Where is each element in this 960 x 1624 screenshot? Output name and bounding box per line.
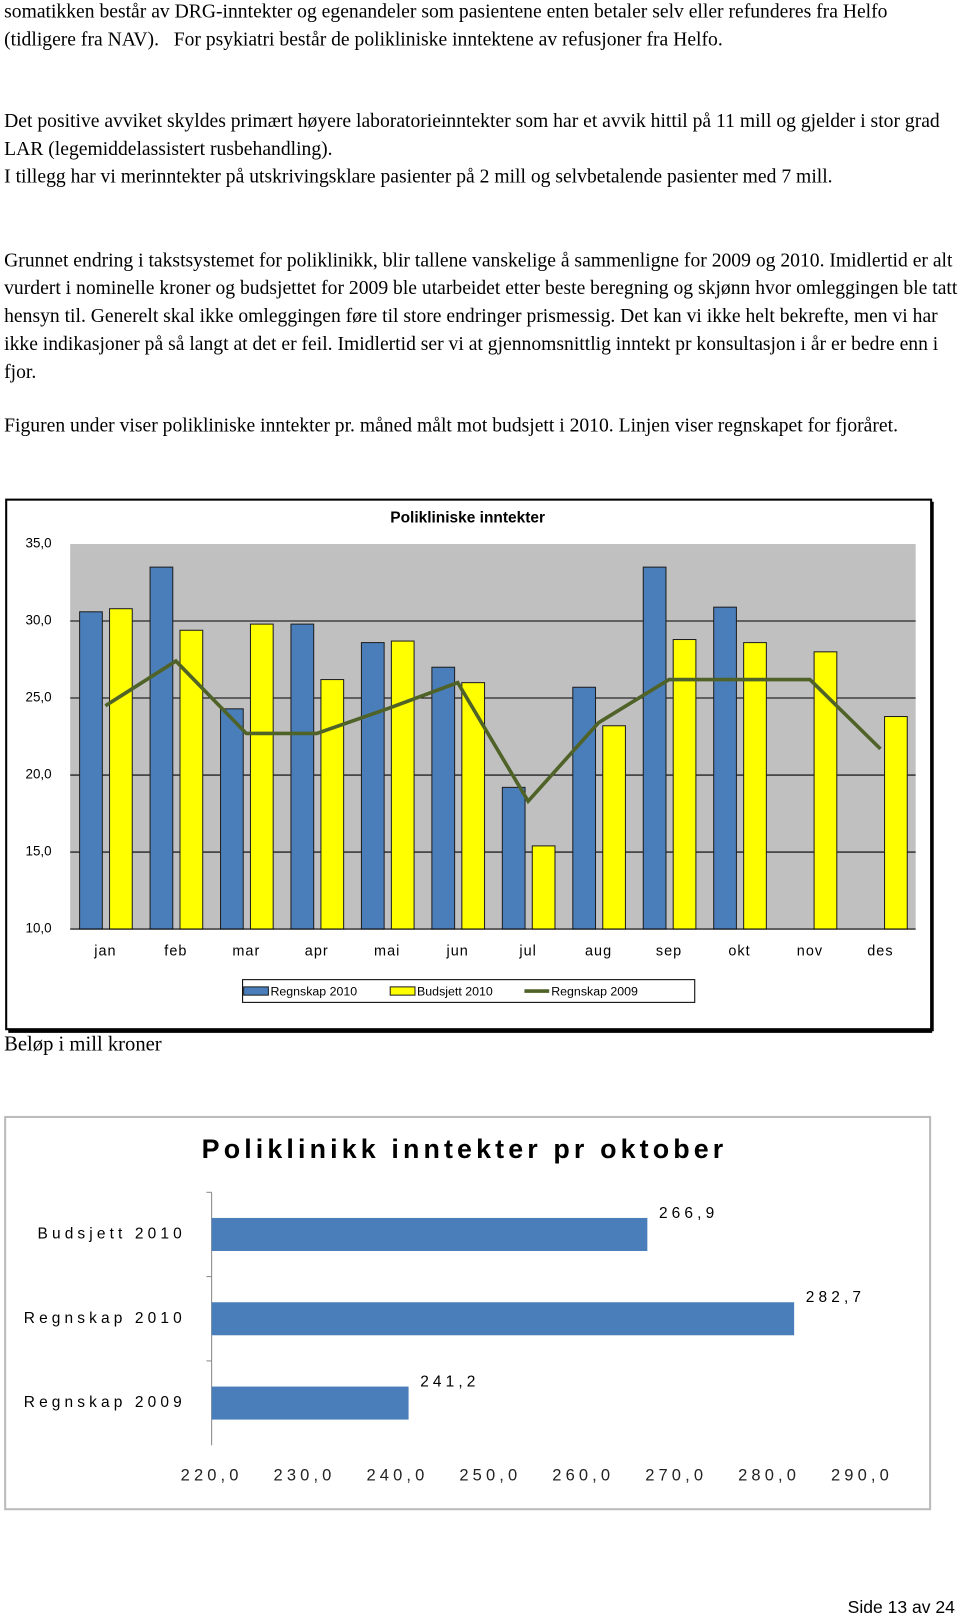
bar	[431, 666, 456, 930]
bar	[249, 623, 274, 930]
bar	[79, 611, 103, 930]
y-tick-label: Regnskap 2010	[24, 1310, 186, 1327]
bar	[642, 566, 667, 930]
legend-label: Regnskap 2009	[551, 984, 638, 998]
x-tick-label: mar	[232, 944, 260, 960]
legend	[242, 979, 696, 1003]
value-label: 266,9	[659, 1205, 718, 1222]
plot-area	[70, 544, 916, 930]
y-tick-label: Regnskap 2009	[24, 1394, 186, 1411]
x-tick-label: 240,0	[366, 1467, 428, 1485]
bar	[211, 1217, 648, 1251]
y-tick-label: 30,0	[26, 613, 52, 628]
legend-label: Budsjett 2010	[417, 984, 493, 998]
bar	[211, 1386, 409, 1420]
y-tick-label: 25,0	[26, 690, 52, 705]
value-label: 282,7	[806, 1289, 865, 1306]
bar	[531, 845, 556, 930]
x-tick-label: 280,0	[738, 1467, 800, 1485]
legend-swatch	[243, 986, 269, 996]
x-tick-label: jan	[93, 944, 116, 960]
x-tick-label: aug	[585, 944, 612, 960]
x-tick-label: mai	[374, 944, 400, 960]
bar	[884, 716, 908, 930]
bar	[320, 679, 345, 930]
bar	[149, 566, 174, 930]
x-tick-label: jul	[518, 944, 537, 960]
x-tick-label: jun	[446, 944, 469, 960]
bar	[572, 686, 597, 930]
bar	[713, 606, 737, 930]
x-tick-label: 270,0	[645, 1467, 707, 1485]
bar	[220, 708, 244, 930]
y-tick-label: 15,0	[26, 844, 52, 859]
bar	[501, 786, 526, 930]
caption: Beløp i mill kroner	[4, 1033, 162, 1055]
x-tick-label: 290,0	[831, 1467, 893, 1485]
x-tick-label: apr	[305, 944, 329, 960]
y-tick-label: 20,0	[26, 767, 52, 782]
x-tick-label: feb	[164, 944, 187, 960]
bar	[211, 1302, 795, 1336]
y-tick-label: 10,0	[26, 921, 52, 936]
bar	[360, 642, 385, 930]
x-tick-label: nov	[797, 944, 823, 960]
x-tick-label: 220,0	[181, 1467, 243, 1485]
page-footer: Side 13 av 24	[848, 1597, 955, 1617]
legend-label: Regnskap 2010	[270, 984, 357, 998]
paragraph: Grunnet endring i takstsystemet for poli…	[4, 249, 958, 383]
line	[104, 658, 882, 805]
x-tick-label: okt	[728, 944, 750, 960]
paragraph: Det positive avviket skyldes primært høy…	[4, 110, 945, 161]
chart-title: Polikliniske inntekter	[390, 509, 545, 526]
bar	[290, 623, 315, 930]
bar	[109, 608, 133, 930]
bar	[672, 638, 697, 930]
bar	[602, 725, 626, 930]
bar	[743, 642, 767, 930]
x-tick-label: 230,0	[274, 1467, 336, 1485]
chart-title: Poliklinikk inntekter pr oktober	[202, 1134, 728, 1164]
paragraph: Figuren under viser polikliniske inntekt…	[4, 414, 898, 437]
bar	[390, 640, 415, 930]
value-label: 241,2	[420, 1374, 479, 1391]
y-tick-label: Budsjett 2010	[38, 1226, 186, 1243]
x-tick-label: 260,0	[552, 1467, 614, 1485]
x-tick-label: des	[867, 944, 893, 960]
x-tick-label: sep	[656, 944, 682, 960]
y-tick-label: 35,0	[26, 536, 52, 551]
x-tick-label: 250,0	[459, 1467, 521, 1485]
legend-swatch	[389, 986, 416, 996]
paragraph: I tillegg har vi merinntekter på utskriv…	[4, 166, 833, 188]
paragraph: somatikken består av DRG-inntekter og eg…	[4, 1, 893, 51]
